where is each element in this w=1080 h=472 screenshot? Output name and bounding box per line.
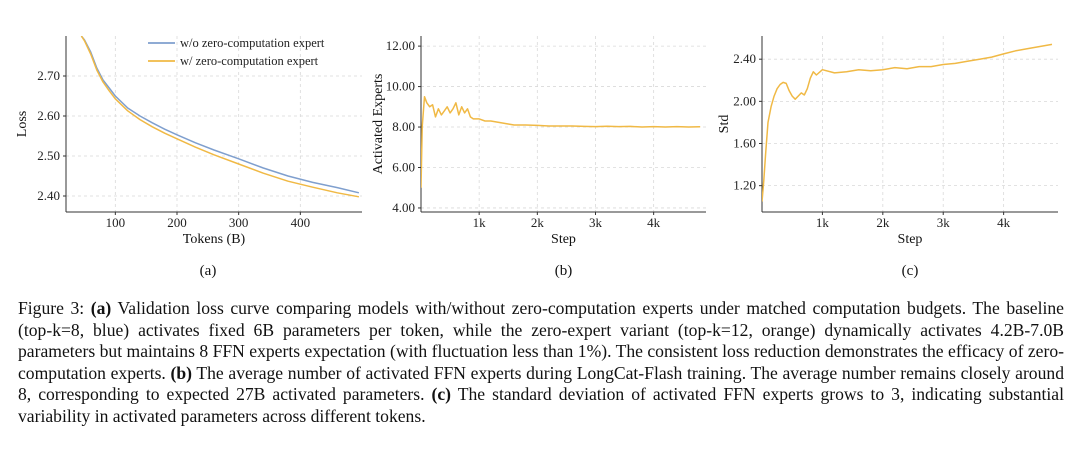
x-tick-label: 200 — [167, 215, 187, 230]
caption-a-text: Validation loss curve comparing models w… — [18, 298, 1064, 383]
x-axis-label: Step — [551, 232, 576, 247]
y-tick-label: 1.20 — [733, 178, 756, 193]
chart-panel-2: 1k 2k 3k 4k 4.00 6.00 8.00 10.00 12.00 Step Activa… — [371, 36, 706, 279]
caption-b-label: (b) — [170, 362, 193, 383]
legend-entry: w/ zero-computation expert — [180, 54, 319, 68]
x-tick-label: 3k — [937, 215, 951, 230]
figure-caption: Figure 3: (a) Validation loss curve comp… — [18, 298, 1064, 428]
chart-panel-3: 1k 2k 3k 4k 1.20 1.60 2.00 2.40 Step Std (c) — [717, 36, 1058, 279]
caption-b-text: The average number of activated FFN expe… — [18, 362, 1064, 405]
y-tick-label: 2.70 — [37, 68, 60, 83]
x-tick-label: 4k — [647, 215, 661, 230]
x-axis-label: Step — [898, 232, 923, 247]
panel-label: (a) — [200, 263, 217, 279]
caption-prefix: Figure 3: — [18, 298, 91, 318]
panel-label: (c) — [902, 263, 919, 279]
y-tick-label: 2.60 — [37, 108, 60, 123]
x-axis-label: Tokens (B) — [183, 232, 246, 247]
chart-panel-1: 100 200 300 400 2.40 2.50 2.60 2.70 Tokens (B) Lo… — [15, 36, 362, 279]
y-tick-label: 1.60 — [733, 135, 756, 150]
y-tick-label: 2.40 — [733, 51, 756, 66]
series-line-1 — [80, 36, 360, 194]
caption-c-label: (c) — [431, 384, 452, 405]
x-tick-label: 4k — [997, 215, 1011, 230]
x-tick-label: 100 — [106, 215, 126, 230]
figure-canvas: 100 200 300 400 2.40 2.50 2.60 2.70 Tokens (B) Lo… — [15, 36, 1058, 279]
x-tick-label: 1k — [473, 215, 487, 230]
figure: 100 200 300 400 2.40 2.50 2.60 2.70 Tokens (B) Lo… — [15, 36, 1058, 279]
y-axis-label: Activated Experts — [371, 74, 386, 175]
y-tick-label: 6.00 — [392, 159, 415, 174]
y-tick-label: 4.00 — [392, 200, 415, 215]
caption-c-text: The standard deviation of activated FFN … — [18, 384, 1064, 426]
series-line-1 — [421, 95, 701, 188]
series-line-1 — [762, 43, 1053, 202]
y-tick-label: 2.00 — [733, 93, 756, 108]
x-tick-label: 1k — [816, 215, 830, 230]
x-tick-label: 300 — [229, 215, 249, 230]
x-tick-label: 400 — [291, 215, 311, 230]
x-tick-label: 3k — [589, 215, 603, 230]
legend: w/o zero-computation expert w/ zero-compu… — [148, 36, 325, 68]
y-tick-label: 2.50 — [37, 148, 60, 163]
caption-a-label: (a) — [90, 298, 112, 318]
y-axis-label: Loss — [15, 111, 30, 137]
x-tick-label: 2k — [531, 215, 545, 230]
y-axis-label: Std — [717, 115, 732, 134]
y-tick-label: 2.40 — [37, 188, 60, 203]
x-tick-label: 2k — [876, 215, 890, 230]
y-tick-label: 10.00 — [386, 79, 415, 94]
y-tick-label: 12.00 — [386, 38, 415, 53]
y-tick-label: 8.00 — [392, 119, 415, 134]
legend-entry: w/o zero-computation expert — [180, 36, 325, 50]
panel-label: (b) — [555, 263, 573, 279]
series-line-2 — [80, 36, 360, 198]
